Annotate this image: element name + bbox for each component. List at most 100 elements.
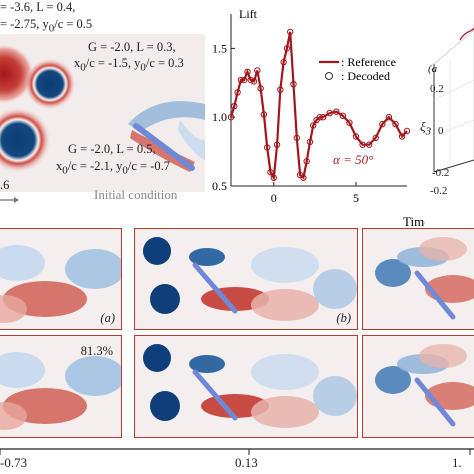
label-vortex2-c: /c = -1.5, y [85, 56, 141, 70]
vortex-blob [189, 248, 225, 266]
vortex-blob [143, 237, 171, 265]
y-tick-label: 0.5 [212, 179, 227, 193]
decoded-point [392, 120, 399, 128]
sub-zero: 0 [48, 22, 55, 35]
label-vortex3-d: /c = -0.7 [127, 159, 170, 173]
airfoil [192, 262, 238, 314]
flow-field [0, 352, 121, 430]
vortex-blob [0, 295, 27, 323]
alpha-annotation: α = 50° [333, 152, 373, 167]
flow-snapshot-panel: (a) [0, 228, 122, 330]
decoded-point [257, 85, 264, 92]
pca-axis-sub: 3 [425, 125, 432, 138]
vortex-blob [0, 352, 45, 388]
flow-field [0, 245, 121, 323]
vortex-blob [251, 247, 319, 283]
flow-snapshot-panel [362, 335, 474, 438]
colorbar-tick-max: 1. [452, 455, 462, 470]
pca-tick-4: -0.2 [430, 185, 448, 197]
pca-tick-1: 0.2 [430, 83, 444, 95]
initial-vortex-field [0, 34, 205, 203]
initial-condition-caption: Initial condition [94, 187, 178, 202]
flow-snapshot-panel [134, 335, 358, 438]
label-vortex2-b: x [74, 56, 81, 70]
decoded-point [260, 111, 268, 118]
sub-zero: 0 [122, 164, 128, 177]
panel-percentage: 81.3% [80, 344, 113, 358]
colorbar-axis [0, 448, 474, 455]
sub-zero: 0 [80, 61, 86, 74]
vortex-blob [313, 269, 357, 309]
decoded-point [306, 138, 314, 146]
decoded-point [237, 76, 245, 84]
vortex-blob [189, 355, 225, 373]
decoded-point [385, 114, 393, 121]
vortex-blue-2 [0, 107, 51, 173]
decoded-point [240, 76, 248, 84]
decoded-point [346, 119, 353, 126]
decoded-point [277, 86, 284, 93]
sub-zero: 0 [140, 61, 146, 74]
vortex-blob [419, 344, 467, 368]
vortex-blob [150, 391, 180, 421]
flow-field [143, 237, 357, 321]
label-vortex1-a: = -3.6, L = 0.4, [0, 0, 76, 14]
label-vortex2-d: /c = 0.3 [145, 56, 184, 70]
vortex-blob [251, 354, 319, 390]
panel-tag: (a) [100, 311, 115, 325]
vortex-blob [313, 376, 357, 416]
vortex-blob [0, 245, 45, 281]
decoded-point [270, 174, 277, 181]
vortex-blob [0, 402, 27, 430]
latent-3d-svg [433, 20, 474, 173]
decoded-point [359, 141, 366, 148]
colorbar-tick-min: -0.73 [0, 455, 28, 470]
pca-axis-label: ξ [420, 119, 426, 134]
vortex-blob [251, 396, 319, 428]
colorbar: -0.73 0.13 1. [0, 444, 474, 474]
decoded-point [293, 134, 300, 142]
flow-snapshot-panel [362, 228, 474, 330]
label-vortex3-c: /c = -2.1, y [67, 159, 123, 173]
decoded-point [231, 102, 238, 110]
flow-snapshot-panel: 81.3% [0, 335, 122, 438]
decoded-point [244, 68, 251, 75]
airfoil [133, 123, 195, 171]
colorbar-tick-mid: 0.13 [235, 455, 258, 470]
decoded-point [290, 80, 297, 88]
airfoil [192, 369, 238, 421]
decoded-point [316, 114, 324, 121]
vortex-blob [150, 284, 180, 314]
label-vortex3-a: G = -2.0, L = 0.5, [68, 142, 156, 156]
x-tick-label: 5 [353, 191, 359, 205]
flow-field [375, 237, 474, 320]
legend-reference: : Reference [341, 55, 396, 69]
decoded-point [372, 134, 379, 142]
flow-field [143, 344, 357, 428]
vortex-blob [143, 344, 171, 372]
decoded-point [339, 112, 347, 120]
decoded-point [250, 78, 258, 85]
latent-3d-plot: (a 0.2 ξ3 0 -0.2 -0.2 [420, 0, 474, 200]
y-tick-label: 1.0 [212, 110, 227, 124]
pca-tag: (a [428, 63, 438, 75]
x-tick-label: 0 [271, 191, 277, 205]
decoded-point [333, 108, 340, 115]
flow-snapshot-panel: (b) [134, 228, 358, 330]
vortex-blue-1 [24, 58, 76, 110]
decoded-point [273, 141, 281, 148]
decoded-point [280, 58, 287, 66]
lift-chart: 0.5 1.0 1.5 0 5 Lift Time: Reference: Decoded α… [205, 0, 430, 229]
pca-tick-3: -0.2 [432, 167, 450, 179]
vortex-blob [419, 237, 467, 261]
decoded-point [319, 114, 327, 121]
panel-tag: (b) [336, 311, 351, 325]
decoded-point [398, 133, 406, 140]
decoded-point [234, 89, 241, 96]
flow-field [375, 344, 474, 427]
decoded-point [283, 45, 291, 52]
decoded-point [303, 158, 310, 165]
decoded-point [227, 114, 235, 121]
decoded-point [300, 174, 307, 181]
pca-tick-2: 0 [438, 125, 444, 137]
